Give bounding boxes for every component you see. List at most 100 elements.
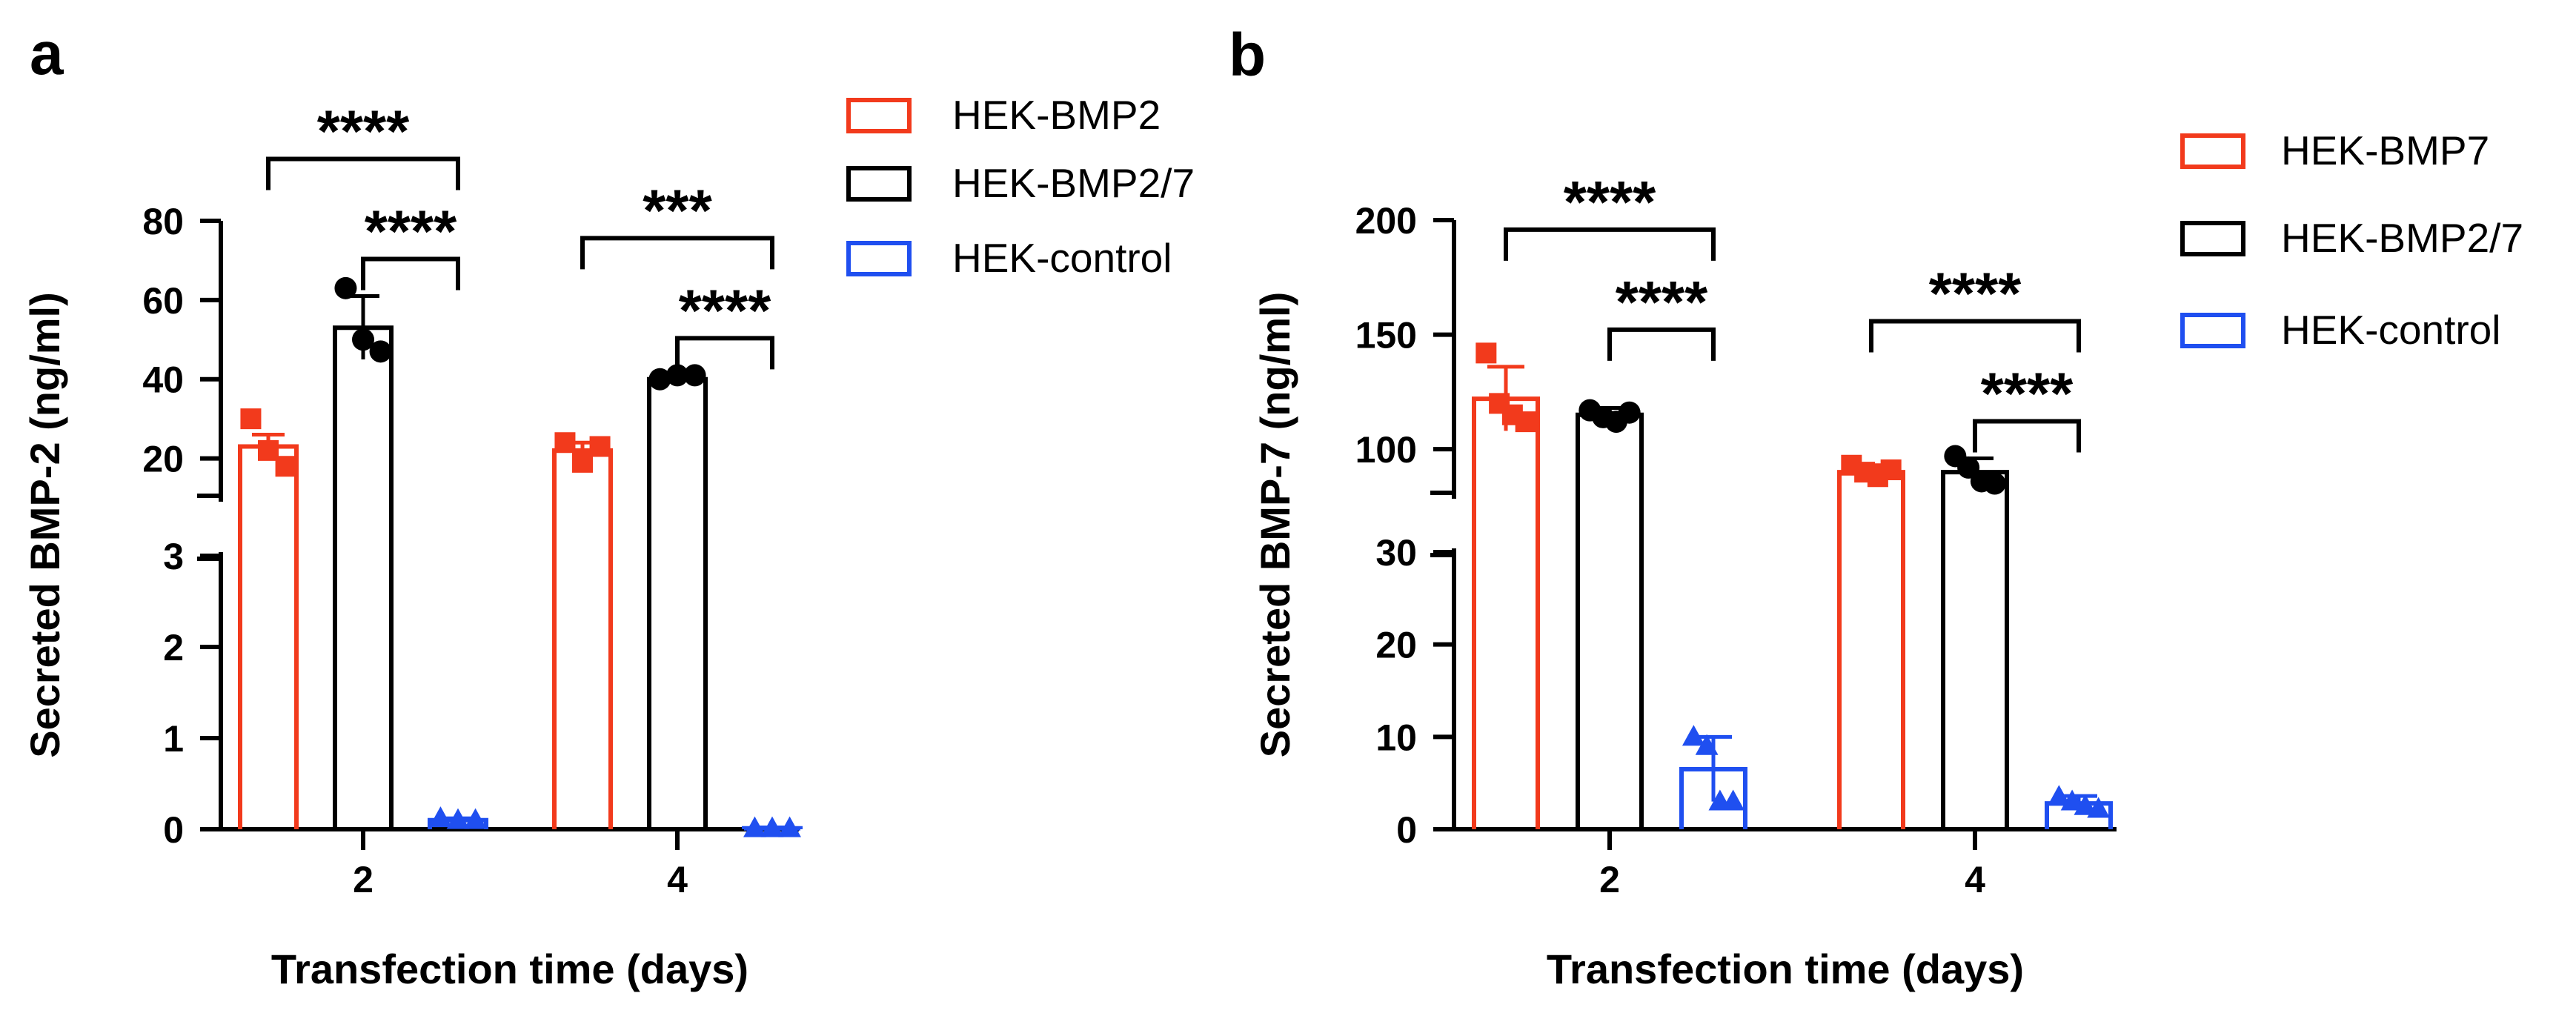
y-tick-label: 150 — [1355, 315, 1417, 356]
significance-annotation: **** — [361, 199, 460, 290]
legend-swatch — [846, 166, 912, 202]
bar-hek-bmp7 — [1837, 454, 1905, 829]
x-tick-label: 4 — [667, 859, 688, 900]
panel-a: a 0 1 2 3 20 40 60 80 Secreted BMP-2 (ng/ml) 2 4 Tra… — [21, 20, 1195, 992]
significance-label: *** — [643, 177, 712, 243]
y-tick-label: 2 — [163, 627, 184, 668]
bar — [238, 444, 299, 829]
bar-hek-bmp2-7 — [1941, 445, 2009, 829]
y-tick-label: 0 — [163, 809, 184, 851]
data-point — [352, 328, 374, 351]
data-point — [1682, 725, 1705, 746]
bar — [1472, 396, 1540, 829]
legend-swatch — [2180, 133, 2245, 169]
y-axis: 0 10 20 30 100 150 200 — [1355, 200, 1456, 851]
data-point — [429, 806, 452, 828]
x-axis-title: Transfection time (days) — [271, 946, 748, 992]
data-point — [240, 408, 262, 430]
y-tick-label: 0 — [1396, 809, 1417, 851]
data-point — [1515, 411, 1536, 433]
significance-annotation: **** — [1973, 361, 2081, 453]
significance-label: **** — [1564, 169, 1656, 235]
panel-b: b 0 10 20 30 100 150 200 Secreted BMP-7 (ng/ml) 2… — [1229, 21, 2523, 992]
bar-hek-bmp2 — [238, 408, 299, 829]
legend-label: HEK-BMP2 — [952, 92, 1161, 138]
panel-letter: b — [1229, 21, 1266, 89]
data-point — [760, 816, 784, 837]
data-point — [446, 808, 470, 829]
significance-annotation: **** — [1504, 169, 1716, 261]
data-point — [369, 340, 392, 363]
bar-hek-control — [2045, 785, 2113, 829]
legend-swatch — [846, 98, 912, 133]
data-point — [2047, 785, 2071, 806]
bar — [1576, 412, 1644, 829]
x-axis-title: Transfection time (days) — [1547, 946, 2024, 992]
data-point — [1722, 789, 1745, 811]
legend: HEK-BMP2 HEK-BMP2/7 HEK-control — [846, 92, 1195, 281]
data-point — [2060, 789, 2084, 811]
data-point — [572, 451, 593, 473]
legend-swatch — [2180, 221, 2245, 256]
data-point — [589, 436, 611, 457]
bar — [647, 376, 708, 829]
significance-label: **** — [1981, 361, 2074, 427]
bar — [1941, 470, 2009, 829]
bar-hek-bmp2-7 — [333, 276, 394, 829]
y-axis: 0 1 2 3 20 40 60 80 — [142, 201, 223, 851]
legend-swatch — [846, 241, 912, 276]
significance-bracket — [1973, 419, 2081, 453]
data-point — [464, 808, 487, 829]
significance-annotation: **** — [266, 99, 460, 190]
legend: HEK-BMP7 HEK-BMP2/7 HEK-control — [2180, 127, 2523, 353]
significance-annotation: **** — [1869, 261, 2081, 353]
legend-label: HEK-BMP7 — [2281, 127, 2489, 173]
panel-letter: a — [30, 20, 64, 87]
significance-bracket — [675, 336, 774, 370]
bar-hek-bmp2-7 — [1576, 399, 1644, 829]
data-point — [1957, 456, 1980, 479]
bar-hek-bmp2 — [552, 432, 613, 829]
significance-label: **** — [317, 99, 410, 165]
x-tick-label: 2 — [1599, 859, 1620, 900]
legend-label: HEK-BMP2/7 — [2281, 215, 2523, 261]
bar-hek-control — [1679, 725, 1747, 829]
y-tick-label: 20 — [1375, 625, 1417, 666]
y-axis-title: Secreted BMP-2 (ng/ml) — [21, 292, 68, 758]
y-tick-label: 60 — [142, 280, 184, 322]
data-point — [778, 816, 801, 837]
data-point — [1880, 459, 1902, 480]
significance-label: **** — [1929, 261, 2022, 327]
y-tick-label: 80 — [142, 201, 184, 242]
bar — [1837, 470, 1905, 829]
data-point — [648, 368, 671, 391]
significance-bracket — [1869, 319, 2081, 353]
y-tick-label: 40 — [142, 359, 184, 401]
y-tick-label: 3 — [163, 536, 184, 577]
data-point — [683, 364, 706, 387]
y-tick-label: 100 — [1355, 429, 1417, 471]
y-tick-label: 20 — [142, 439, 184, 480]
data-point — [743, 816, 766, 837]
bar-hek-bmp7 — [1472, 342, 1540, 829]
significance-annotation: *** — [580, 177, 774, 270]
data-point — [1618, 401, 1641, 424]
y-tick-label: 1 — [163, 718, 184, 760]
significance-bracket — [361, 256, 460, 290]
data-point — [334, 276, 357, 299]
legend-label: HEK-control — [952, 235, 1172, 281]
significance-annotation: **** — [675, 277, 774, 370]
data-point — [1983, 472, 2006, 495]
significance-bracket — [1607, 327, 1716, 361]
y-tick-label: 30 — [1375, 532, 1417, 574]
significance-bracket — [266, 156, 460, 190]
x-tick-label: 2 — [353, 859, 374, 900]
y-tick-label: 10 — [1375, 717, 1417, 758]
data-point — [666, 364, 688, 387]
bar-hek-bmp2-7 — [647, 364, 708, 829]
significance-bracket — [1504, 227, 1716, 261]
data-point — [1475, 342, 1497, 364]
data-point — [554, 432, 576, 454]
bar-hek-control — [742, 816, 803, 837]
